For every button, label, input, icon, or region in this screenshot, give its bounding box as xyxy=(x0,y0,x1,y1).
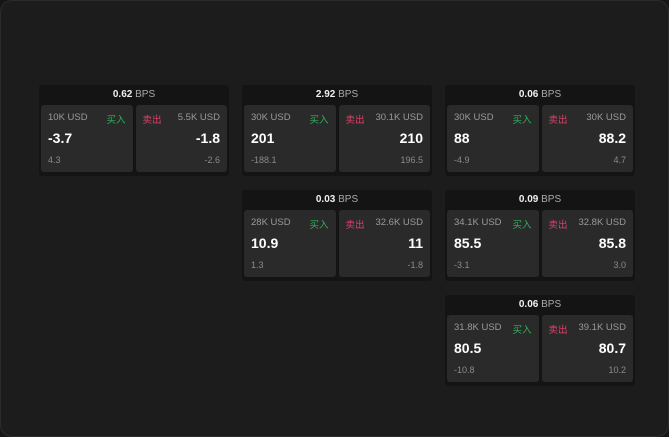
bid-change: -188.1 xyxy=(251,155,277,165)
spread-value: 2.92 xyxy=(315,89,336,100)
bid-size: 34.1K USD xyxy=(454,217,502,228)
sell-label[interactable]: 卖出 xyxy=(142,115,162,126)
spread-value: 0.06 xyxy=(518,89,539,100)
ask-size: 5.5K USD xyxy=(177,112,220,123)
quote-card: 0.09 BPS 34.1K USD 买入 85.5 -3.1 卖出 32.8K… xyxy=(445,190,635,281)
bid-size: 30K USD xyxy=(454,112,494,123)
sell-label[interactable]: 卖出 xyxy=(548,325,568,336)
ask-size: 32.6K USD xyxy=(375,217,423,228)
spread-header: 0.06 BPS xyxy=(445,85,635,105)
bid-price: 201 xyxy=(251,130,275,146)
bid-change: -10.8 xyxy=(454,365,475,375)
spread-value: 0.03 xyxy=(315,194,336,205)
quote-card: 0.03 BPS 28K USD 买入 10.9 1.3 卖出 32.6K US… xyxy=(242,190,432,281)
ask-change: 196.5 xyxy=(400,155,423,165)
ask-price: 80.7 xyxy=(598,340,626,356)
ask-price: 88.2 xyxy=(598,130,626,146)
ask-change: 4.7 xyxy=(613,155,626,165)
buy-panel[interactable]: 34.1K USD 买入 85.5 -3.1 xyxy=(447,210,539,277)
sell-panel[interactable]: 卖出 32.8K USD 85.8 3.0 xyxy=(541,210,633,277)
ask-price: 210 xyxy=(399,130,423,146)
spread-header: 0.62 BPS xyxy=(39,85,229,105)
ask-change: -2.6 xyxy=(204,155,220,165)
buy-panel[interactable]: 10K USD 买入 -3.7 4.3 xyxy=(41,105,133,172)
quote-card: 0.06 BPS 30K USD 买入 88 -4.9 卖出 30K USD 8… xyxy=(445,85,635,176)
sell-panel[interactable]: 卖出 30K USD 88.2 4.7 xyxy=(541,105,633,172)
buy-label[interactable]: 买入 xyxy=(512,220,532,231)
spread-value: 0.09 xyxy=(518,194,539,205)
buy-panel[interactable]: 31.8K USD 买入 80.5 -10.8 xyxy=(447,315,539,382)
quote-card: 0.06 BPS 31.8K USD 买入 80.5 -10.8 卖出 39.1… xyxy=(445,295,635,386)
ask-size: 32.8K USD xyxy=(578,217,626,228)
ask-price: 11 xyxy=(408,235,423,251)
bid-change: 1.3 xyxy=(251,260,264,270)
buy-panel[interactable]: 28K USD 买入 10.9 1.3 xyxy=(244,210,336,277)
buy-panel[interactable]: 30K USD 买入 88 -4.9 xyxy=(447,105,539,172)
ask-price: 85.8 xyxy=(598,235,626,251)
sell-label[interactable]: 卖出 xyxy=(548,220,568,231)
buy-label[interactable]: 买入 xyxy=(309,115,329,126)
sell-label[interactable]: 卖出 xyxy=(548,115,568,126)
bid-price: 80.5 xyxy=(454,340,482,356)
buy-label[interactable]: 买入 xyxy=(309,220,329,231)
bid-size: 30K USD xyxy=(251,112,291,123)
spread-unit: BPS xyxy=(541,299,562,310)
spread-header: 0.09 BPS xyxy=(445,190,635,210)
spread-unit: BPS xyxy=(135,89,156,100)
spread-header: 0.06 BPS xyxy=(445,295,635,315)
ask-size: 30.1K USD xyxy=(375,112,423,123)
quote-card: 0.62 BPS 10K USD 买入 -3.7 4.3 卖出 5.5K USD… xyxy=(39,85,229,176)
ask-price: -1.8 xyxy=(195,130,220,146)
ask-change: 3.0 xyxy=(613,260,626,270)
bid-size: 28K USD xyxy=(251,217,291,228)
quote-card: 2.92 BPS 30K USD 买入 201 -188.1 卖出 30.1K … xyxy=(242,85,432,176)
buy-label[interactable]: 买入 xyxy=(512,325,532,336)
sell-panel[interactable]: 卖出 39.1K USD 80.7 10.2 xyxy=(541,315,633,382)
ask-size: 30K USD xyxy=(586,112,626,123)
spread-value: 0.06 xyxy=(518,299,539,310)
spread-unit: BPS xyxy=(541,194,562,205)
ask-size: 39.1K USD xyxy=(578,322,626,333)
buy-label[interactable]: 买入 xyxy=(106,115,126,126)
sell-label[interactable]: 卖出 xyxy=(345,220,365,231)
spread-header: 0.03 BPS xyxy=(242,190,432,210)
bid-price: 85.5 xyxy=(454,235,482,251)
ask-change: -1.8 xyxy=(407,260,423,270)
sell-label[interactable]: 卖出 xyxy=(345,115,365,126)
bid-change: -4.9 xyxy=(454,155,470,165)
sell-panel[interactable]: 卖出 5.5K USD -1.8 -2.6 xyxy=(135,105,227,172)
spread-unit: BPS xyxy=(541,89,562,100)
sell-panel[interactable]: 卖出 30.1K USD 210 196.5 xyxy=(338,105,430,172)
bid-price: -3.7 xyxy=(48,130,73,146)
bid-price: 88 xyxy=(454,130,470,146)
spread-unit: BPS xyxy=(338,194,359,205)
sell-panel[interactable]: 卖出 32.6K USD 11 -1.8 xyxy=(338,210,430,277)
bid-size: 10K USD xyxy=(48,112,88,123)
bid-change: -3.1 xyxy=(454,260,470,270)
bid-price: 10.9 xyxy=(251,235,279,251)
buy-panel[interactable]: 30K USD 买入 201 -188.1 xyxy=(244,105,336,172)
ask-change: 10.2 xyxy=(608,365,626,375)
spread-header: 2.92 BPS xyxy=(242,85,432,105)
buy-label[interactable]: 买入 xyxy=(512,115,532,126)
bid-change: 4.3 xyxy=(48,155,61,165)
spread-value: 0.62 xyxy=(112,89,133,100)
bid-size: 31.8K USD xyxy=(454,322,502,333)
spread-unit: BPS xyxy=(338,89,359,100)
